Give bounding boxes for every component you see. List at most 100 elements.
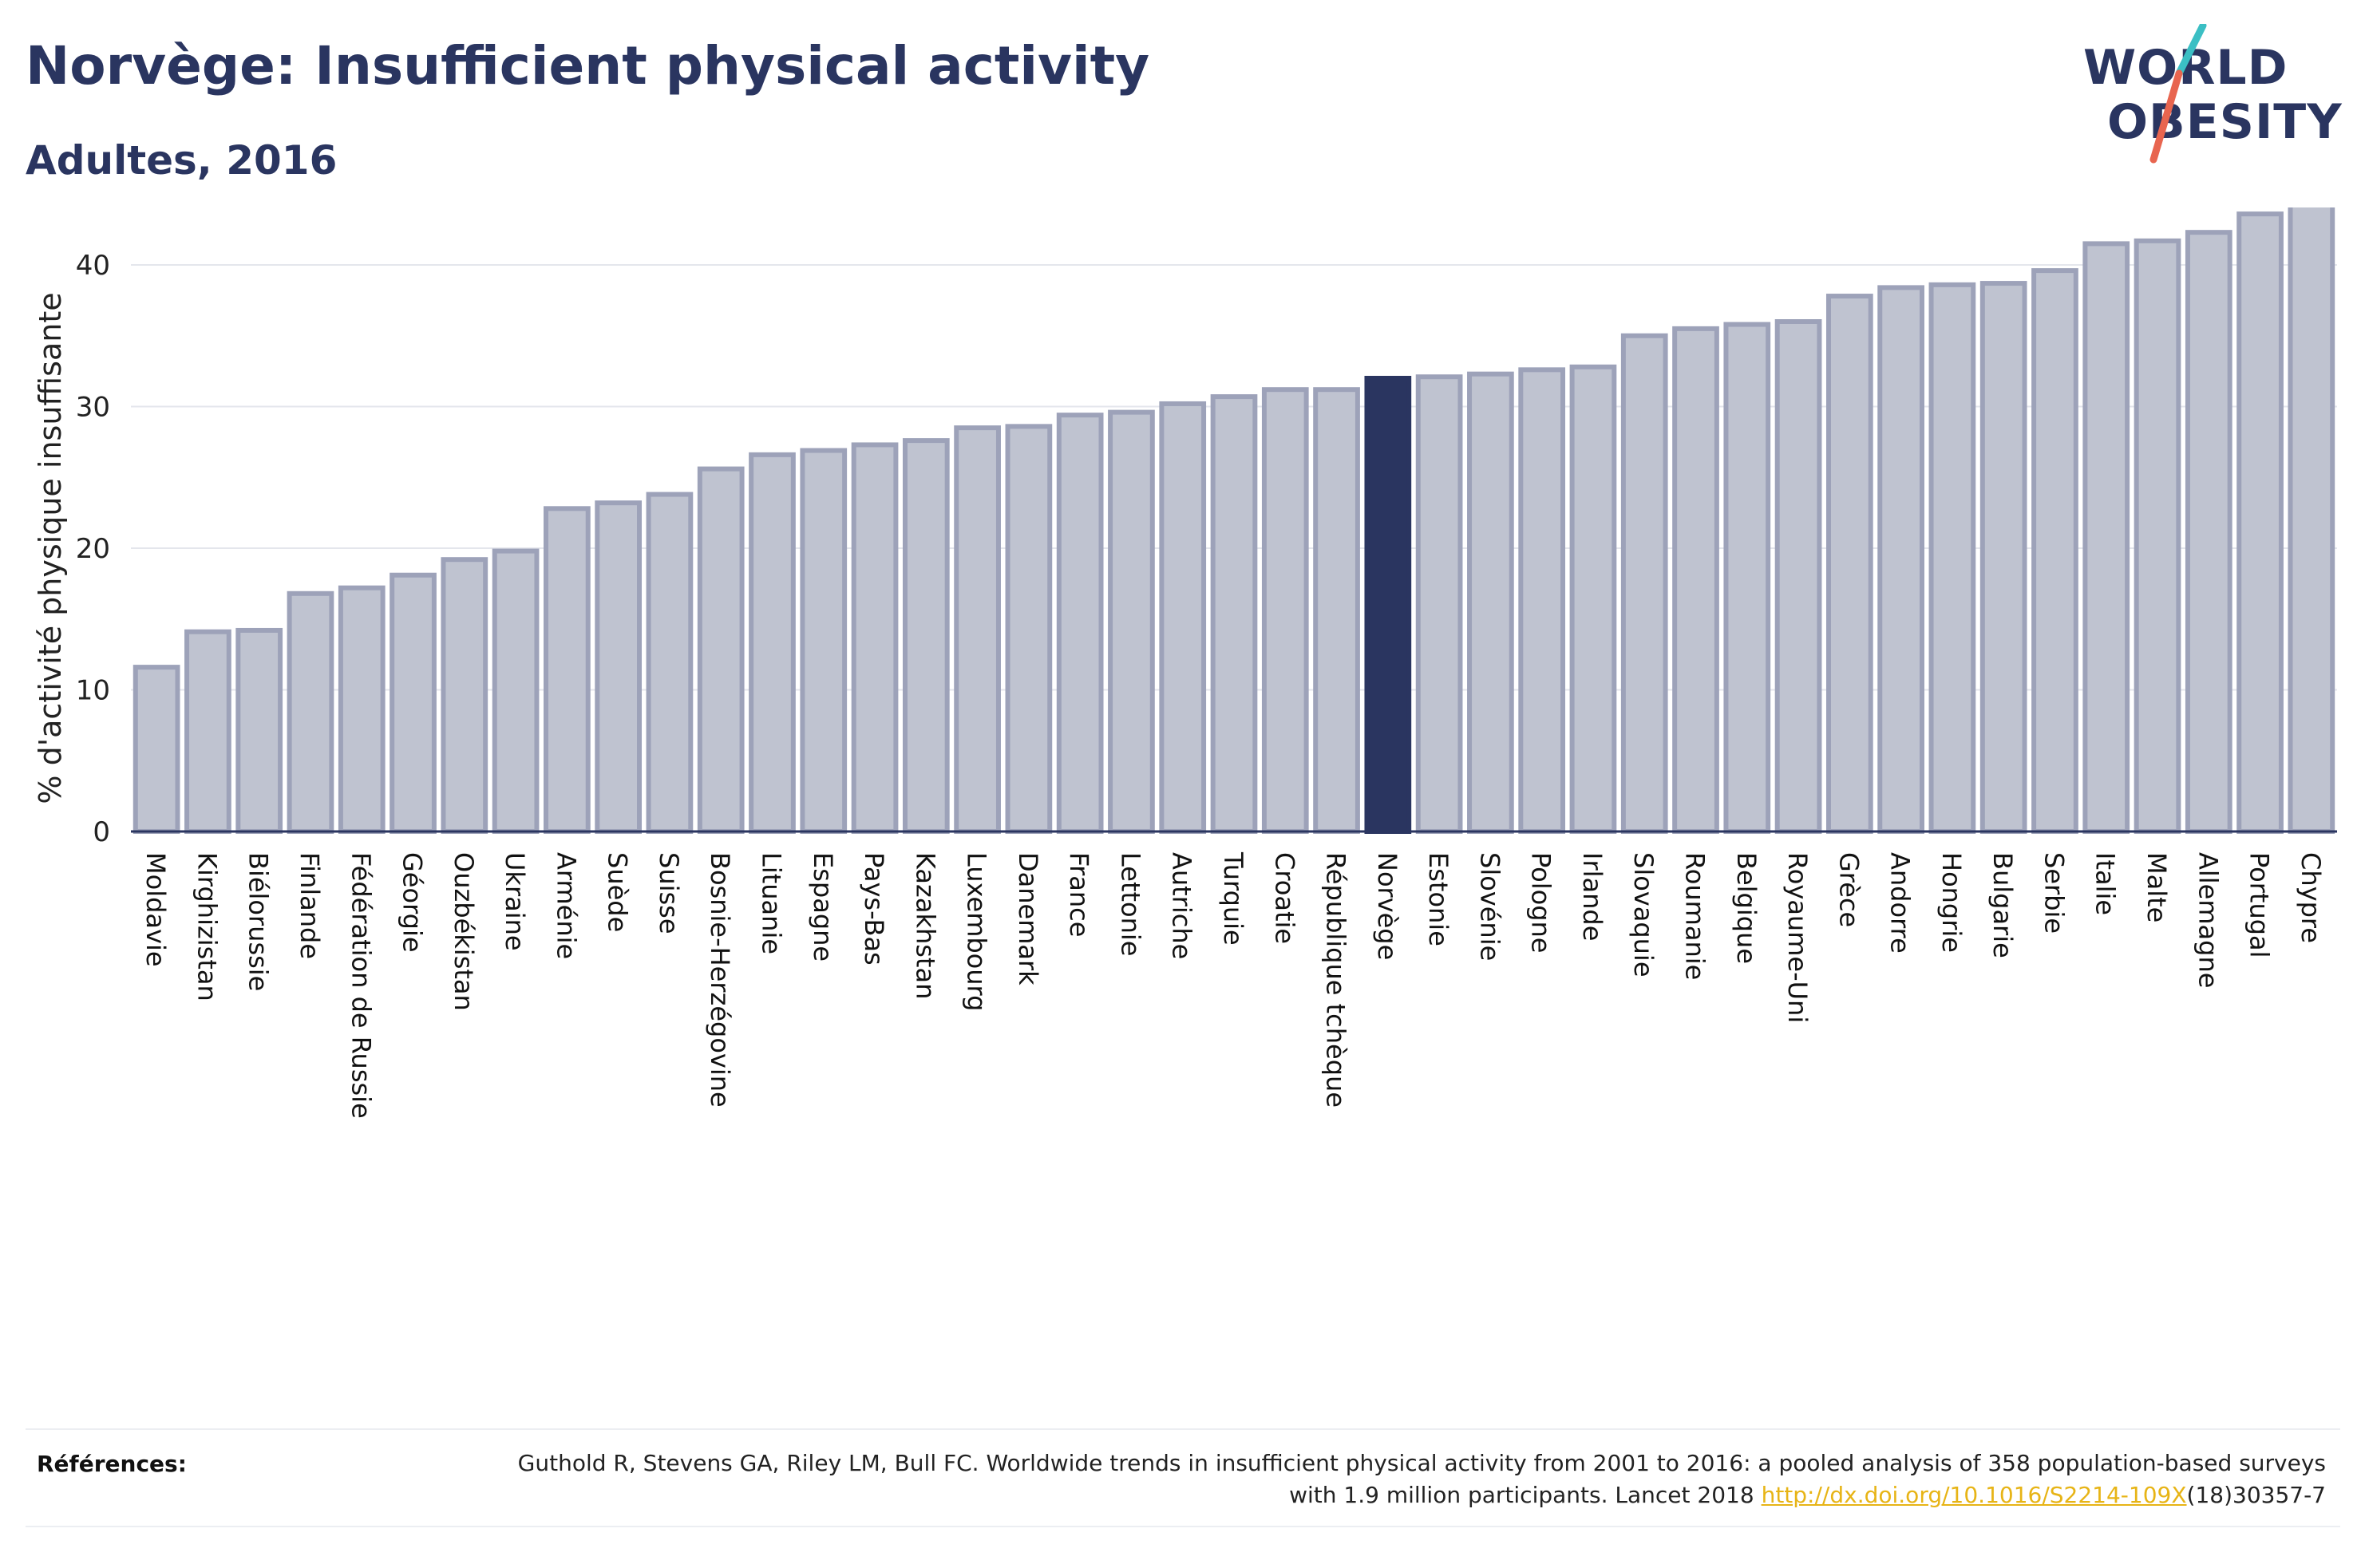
bar-Biélorussie[interactable] [235, 627, 283, 835]
x-tick-label: Lettonie [1115, 852, 1145, 956]
bar-Belgique[interactable] [1723, 322, 1771, 835]
bar-Estonie[interactable] [1415, 374, 1463, 835]
x-tick-label: Moldavie [140, 852, 171, 967]
bar-Grèce[interactable] [1825, 294, 1873, 835]
bar-Bulgarie[interactable] [1979, 281, 2027, 834]
x-tick-label: Fédération de Russie [346, 852, 376, 1119]
bar-Portugal[interactable] [2236, 211, 2284, 835]
bar-Irlande[interactable] [1569, 364, 1617, 835]
x-tick-label: Allemagne [2193, 852, 2223, 988]
y-tick-label: 10 [76, 675, 110, 707]
x-tick-label: Kazakhstan [910, 852, 940, 999]
y-tick-label: 40 [76, 250, 110, 282]
bar-Royaume-Uni[interactable] [1774, 319, 1822, 834]
chart-subtitle: Adultes, 2016 [26, 137, 338, 184]
x-tick-label: Serbie [2039, 852, 2069, 934]
x-tick-label: Finlande [295, 852, 325, 959]
x-tick-label: République tchèque [1321, 852, 1351, 1108]
bar-Finlande[interactable] [287, 590, 334, 834]
references-label: Références: [37, 1451, 187, 1477]
bar-Géorgie[interactable] [390, 572, 437, 834]
reference-doi-link[interactable]: http://dx.doi.org/10.1016/S2214-109X [1761, 1482, 2187, 1508]
bar-Luxembourg[interactable] [954, 425, 1001, 834]
x-tick-label: Croatie [1269, 852, 1299, 944]
x-tick-label: Kirghizistan [192, 852, 222, 1001]
references-section: Références: Guthold R, Stevens GA, Riley… [26, 1428, 2340, 1527]
bar-Ukraine[interactable] [492, 548, 540, 834]
bar-Suède[interactable] [595, 500, 643, 834]
logo-slash-icon [2149, 24, 2207, 164]
bar-Chypre[interactable] [2288, 207, 2335, 835]
x-tick-label: Chypre [2296, 852, 2326, 943]
x-tick-label: Belgique [1731, 852, 1762, 964]
x-tick-label: Malte [2142, 852, 2172, 922]
x-tick-label: Géorgie [397, 852, 428, 953]
x-tick-label: Suisse [654, 852, 684, 934]
bar-Hongrie[interactable] [1928, 282, 1976, 835]
bar-Danemark[interactable] [1005, 424, 1053, 834]
bar-Slovaquie[interactable] [1620, 333, 1668, 834]
reference-citation-end: (18)30357-7 [2186, 1482, 2326, 1508]
chart-title: Norvège: Insufficient physical activity [26, 35, 1150, 97]
x-tick-label: Grèce [1833, 852, 1864, 927]
bar-Kirghizistan[interactable] [184, 629, 231, 834]
x-tick-label: Autriche [1167, 852, 1197, 959]
bar-Kazakhstan[interactable] [902, 438, 950, 834]
y-tick-label: 30 [76, 392, 110, 424]
bar-Pologne[interactable] [1518, 367, 1566, 835]
x-tick-label: Suède [603, 852, 633, 932]
reference-citation: Guthold R, Stevens GA, Riley LM, Bull FC… [517, 1450, 2326, 1508]
bar-Moldavie[interactable] [132, 665, 180, 834]
bar-Suisse[interactable] [646, 492, 694, 834]
x-tick-label: Andorre [1885, 852, 1916, 954]
bar-Espagne[interactable] [800, 448, 848, 834]
x-tick-label: Irlande [1577, 852, 1608, 941]
bar-Andorre[interactable] [1877, 285, 1924, 834]
x-tick-label: Portugal [2244, 852, 2275, 958]
bar-chart: 0 10 20 30 40% d'activité physique insuffisa… [33, 207, 2337, 1119]
bar-Bosnie-Herzégovine[interactable] [697, 466, 745, 834]
bar-Malte[interactable] [2134, 238, 2181, 834]
x-tick-label: Royaume-Uni [1782, 852, 1813, 1023]
bar-Croatie[interactable] [1261, 387, 1309, 834]
bar-Allemagne[interactable] [2185, 230, 2232, 835]
bar-Autriche[interactable] [1159, 401, 1207, 834]
x-tick-label: Ukraine [500, 852, 530, 951]
references-text: Guthold R, Stevens GA, Riley LM, Bull FC… [490, 1448, 2326, 1511]
x-tick-label: Slovaquie [1628, 852, 1659, 978]
x-tick-label: Arménie [551, 852, 581, 959]
x-tick-label: Estonie [1423, 852, 1453, 946]
x-tick-label: Hongrie [1936, 852, 1967, 953]
x-tick-label: France [1064, 852, 1094, 937]
logo-line-2: OBESITY [2107, 94, 2343, 150]
x-tick-label: Roumanie [1680, 852, 1710, 980]
bar-Fédération de Russie[interactable] [338, 585, 386, 834]
x-tick-label: Pologne [1526, 852, 1556, 953]
x-tick-label: Luxembourg [962, 852, 992, 1011]
bar-République tchèque[interactable] [1313, 387, 1360, 834]
bar-Lituanie[interactable] [749, 452, 796, 834]
y-axis-label: % d'activité physique insuffisante [33, 292, 68, 804]
bar-Lettonie[interactable] [1108, 409, 1155, 835]
x-tick-label: Espagne [808, 852, 838, 962]
bar-Ouzbékistan[interactable] [441, 557, 488, 834]
x-tick-label: Bulgarie [1987, 852, 2018, 958]
x-tick-label: Pays-Bas [859, 852, 889, 966]
bar-Arménie[interactable] [544, 506, 591, 834]
bar-Norvège[interactable] [1364, 376, 1412, 834]
bar-Italie[interactable] [2082, 241, 2130, 834]
bar-Roumanie[interactable] [1672, 326, 1719, 834]
x-tick-label: Biélorussie [243, 852, 274, 991]
x-tick-label: Slovénie [1474, 852, 1505, 961]
bar-Slovénie[interactable] [1467, 371, 1514, 835]
bar-Serbie[interactable] [2031, 268, 2078, 835]
bar-Pays-Bas[interactable] [851, 442, 899, 834]
world-obesity-logo: WORLD OBESITY [2083, 24, 2347, 176]
x-tick-label: Norvège [1372, 852, 1402, 960]
x-tick-label: Danemark [1013, 852, 1043, 985]
x-tick-label: Ouzbékistan [449, 852, 479, 1011]
y-tick-label: 20 [76, 533, 110, 565]
bar-France[interactable] [1056, 413, 1104, 834]
y-tick-label: 0 [93, 816, 110, 848]
bar-Turquie[interactable] [1210, 394, 1258, 834]
